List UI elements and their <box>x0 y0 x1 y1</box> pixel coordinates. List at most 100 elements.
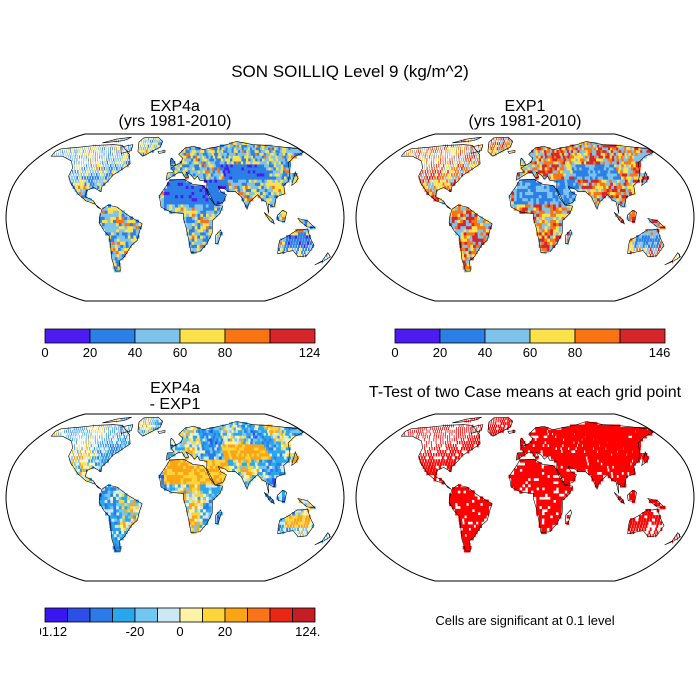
coastline-baffin <box>470 144 484 154</box>
colorbar-tick-label: 20 <box>83 345 97 360</box>
colorbar-tick-label: 20 <box>433 345 447 360</box>
colorbar-swatch <box>179 328 226 344</box>
colorbar-tick-label: 60 <box>523 345 537 360</box>
coastline-new-zealand <box>314 252 331 266</box>
coastline-iceland <box>507 430 516 434</box>
colorbar-swatch <box>292 607 316 623</box>
colorbar-swatch <box>619 328 666 344</box>
coastline-eurasia <box>515 421 654 494</box>
colorbar-tick-label: 0 <box>41 345 48 360</box>
map-diff <box>5 413 345 582</box>
colorbar-swatch <box>134 328 181 344</box>
coastline-borneo <box>276 489 287 502</box>
colorbar-swatch <box>44 328 91 344</box>
coastline-sumatra <box>613 492 625 505</box>
coastline-eurasia <box>165 421 304 494</box>
panel-exp4a-title-line2: (yrs 1981-2010) <box>118 113 232 130</box>
colorbar-tick-label: 60 <box>173 345 187 360</box>
coastline-greenland <box>137 416 164 437</box>
coastline-japan <box>641 451 649 467</box>
coastline-iceland <box>157 430 166 434</box>
panel-ttest-title: T-Test of two Case means at each grid po… <box>368 384 682 401</box>
coastline-madagascar <box>564 509 572 524</box>
coastline-british-isles <box>169 437 177 447</box>
coastline-new-guinea <box>297 218 317 229</box>
coastline-baffin <box>120 424 134 434</box>
coastline-new-zealand <box>664 532 681 546</box>
panel-exp1-title-line2: (yrs 1981-2010) <box>468 113 582 130</box>
coastline-iceland <box>507 150 516 154</box>
map-exp4a <box>5 133 345 302</box>
colorbar-diff: -101.12 -20 0 20 124.68 <box>40 607 320 639</box>
colorbar-swatch <box>67 607 91 623</box>
coastline-africa <box>159 178 224 254</box>
colorbar-swatch <box>269 328 316 344</box>
colorbar-swatch <box>574 328 621 344</box>
map-exp1 <box>355 133 695 302</box>
colorbar-swatch <box>44 607 68 623</box>
map-cells <box>403 137 680 273</box>
coastline-arctic-islands <box>102 136 132 144</box>
coastline-australia <box>277 228 315 258</box>
coastline-australia <box>277 508 315 538</box>
figure-title: SON SOILLIQ Level 9 (kg/m^2) <box>231 62 469 81</box>
coastline-south-america <box>98 204 143 272</box>
colorbar-exp4a: 0 20 40 60 80 124.8 <box>41 328 320 360</box>
coastline-baffin <box>470 424 484 434</box>
coastline-greenland <box>487 416 514 437</box>
colorbar-tick-label: 20 <box>218 624 232 639</box>
coastline-australia <box>627 508 665 538</box>
coastline-madagascar <box>564 229 572 244</box>
coastline-australia <box>627 228 665 258</box>
coastline-south-america <box>448 484 493 552</box>
colorbar-swatch <box>157 607 181 623</box>
coastline-borneo <box>626 489 637 502</box>
coastline-africa <box>509 458 574 534</box>
colorbar-swatch <box>224 607 248 623</box>
coastline-british-isles <box>169 157 177 167</box>
coastline-madagascar <box>214 229 222 244</box>
colorbar-swatch <box>484 328 531 344</box>
colorbar-swatch <box>394 328 441 344</box>
coastline-british-isles <box>519 437 527 447</box>
map-outline <box>5 133 345 302</box>
map-cells <box>53 417 330 553</box>
map-cells <box>53 137 330 273</box>
map-outline <box>355 133 695 302</box>
map-ttest <box>355 413 695 582</box>
coastline-arctic-islands <box>452 416 482 424</box>
panel-exp4a-title-line1: EXP4a <box>150 98 200 115</box>
coastline-north-america <box>400 424 481 490</box>
coastline-japan <box>641 171 649 187</box>
coastline-japan <box>291 171 299 187</box>
colorbar-swatch <box>134 607 158 623</box>
colorbar-swatch <box>247 607 271 623</box>
coastline-south-america <box>448 204 493 272</box>
coastline-borneo <box>276 209 287 222</box>
colorbar-tick-label: 80 <box>568 345 582 360</box>
colorbar-tick-label: 146.6 <box>649 345 670 360</box>
coastline-sumatra <box>263 492 275 505</box>
colorbar-tick-label: 124.68 <box>295 624 320 639</box>
coastline-japan <box>291 451 299 467</box>
coastline-british-isles <box>519 157 527 167</box>
coastline-africa <box>509 178 574 254</box>
coastline-south-america <box>98 484 143 552</box>
map-outline <box>5 413 345 582</box>
colorbar-swatch <box>112 607 136 623</box>
colorbar-tick-label: 40 <box>128 345 142 360</box>
coastline-sumatra <box>263 212 275 225</box>
coastline-iceland <box>157 150 166 154</box>
coastline-arctic-islands <box>452 136 482 144</box>
coastline-new-zealand <box>314 532 331 546</box>
colorbar-tick-label: 124.8 <box>299 345 320 360</box>
coastline-new-zealand <box>664 252 681 266</box>
map-outline <box>355 413 695 582</box>
coastline-north-america <box>400 144 481 210</box>
colorbar-tick-label: -101.12 <box>40 624 67 639</box>
colorbar-tick-label: -20 <box>126 624 145 639</box>
colorbar-tick-label: 80 <box>218 345 232 360</box>
colorbar-swatch <box>269 607 293 623</box>
colorbar-swatch <box>224 328 271 344</box>
colorbar-tick-label: 0 <box>391 345 398 360</box>
